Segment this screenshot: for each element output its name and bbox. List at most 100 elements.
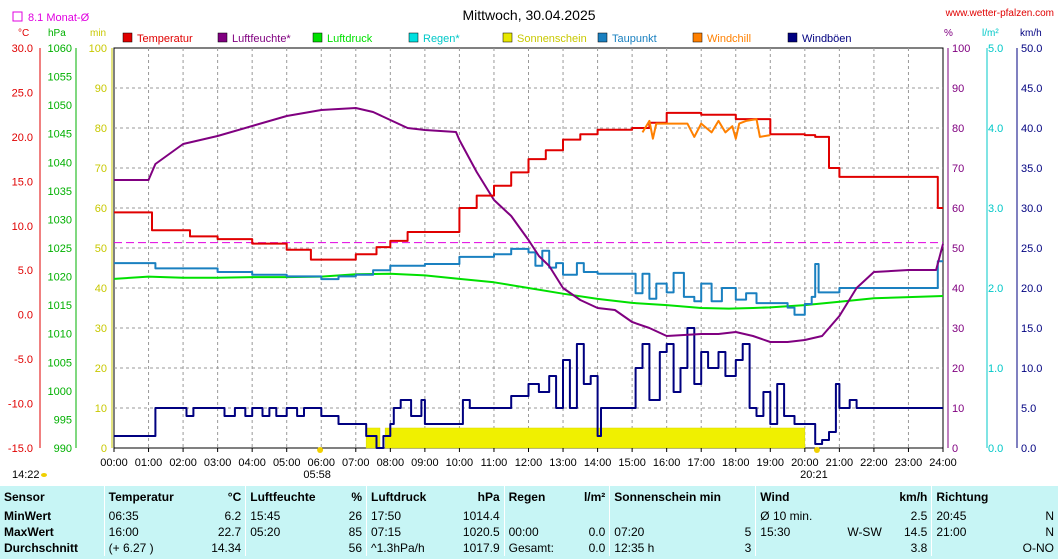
- wind-val: 3.8: [910, 541, 928, 555]
- sun-time: 07:20: [609, 524, 721, 540]
- hdr-wind-unit: km/h: [899, 490, 928, 504]
- rain-val: [572, 508, 610, 524]
- minutes-tick-label: 0: [101, 443, 107, 455]
- stats-panel: Sensor Temperatur °C Luftfeuchte % Luftd…: [0, 486, 1058, 559]
- temp-tick-label: 0.0: [18, 310, 33, 322]
- wind-tick-label: 10.0: [1021, 363, 1042, 375]
- dir-time: 21:00: [931, 524, 1009, 540]
- pressure-tick-label: 1015: [48, 300, 72, 312]
- time-tick-label: 20:00: [791, 457, 819, 469]
- rain-val: 0.0: [588, 541, 606, 555]
- hdr-temp: Temperatur: [103, 486, 198, 508]
- time-tick-label: 05:00: [273, 457, 301, 469]
- axes: 30.0 25.0 20.0 15.0 10.0 5.0 0.0 -5.0 -10.0 -15.0…: [8, 43, 1043, 469]
- temp-time: 06:35: [103, 508, 198, 524]
- wind-extra: [832, 508, 886, 524]
- row-label: MinWert: [4, 509, 52, 523]
- pressure-tick-label: 1040: [48, 157, 72, 169]
- percent-tick-label: 40: [952, 283, 964, 295]
- wind-extra: W-SW: [847, 525, 882, 539]
- sunrise-time: 05:58: [303, 469, 331, 481]
- pressure-tick-label: 1045: [48, 129, 72, 141]
- pressure-tick-label: 1005: [48, 357, 72, 369]
- sun-time: 12:35 h: [609, 540, 721, 556]
- sun-icon: [41, 473, 47, 477]
- temp-val: 6.2: [224, 509, 242, 523]
- percent-tick-label: 100: [952, 43, 970, 55]
- time-tick-label: 02:00: [169, 457, 197, 469]
- legend-swatch: [408, 32, 419, 43]
- legend-swatch: [312, 32, 323, 43]
- series-line: [114, 327, 943, 449]
- site-link[interactable]: www.wetter-pfalzen.com: [945, 8, 1054, 19]
- minutes-tick-label: 30: [95, 323, 107, 335]
- hdr-hum-unit: %: [351, 490, 362, 504]
- temp-tick-label: -10.0: [8, 399, 33, 411]
- hdr-dir-val: [1008, 486, 1058, 508]
- legend-swatch: [217, 32, 228, 43]
- dir-time: 20:45: [931, 508, 1009, 524]
- unit-temp: °C: [18, 28, 29, 39]
- stats-row-min: MinWert 06:35 6.2 15:45 26 17:50 1014.4 …: [0, 508, 1058, 524]
- pressure-tick-label: 1030: [48, 214, 72, 226]
- minutes-tick-label: 90: [95, 83, 107, 95]
- grid: [113, 47, 944, 449]
- pressure-tick-label: 1060: [48, 43, 72, 55]
- minutes-tick-label: 60: [95, 203, 107, 215]
- sun-val: [721, 508, 756, 524]
- legend-label: Taupunkt: [612, 33, 657, 45]
- sun-markers: 05:58 20:21 14:22: [12, 447, 828, 481]
- time-tick-label: 03:00: [204, 457, 232, 469]
- temp-tick-label: 30.0: [12, 43, 33, 55]
- temp-tick-label: 20.0: [12, 132, 33, 144]
- minutes-tick-label: 10: [95, 403, 107, 415]
- series-line: [113, 272, 944, 310]
- wind-tick-label: 30.0: [1021, 203, 1042, 215]
- time-tick-label: 07:00: [342, 457, 370, 469]
- percent-tick-label: 0: [952, 443, 958, 455]
- sun-val: 5: [744, 525, 752, 539]
- stats-table: Sensor Temperatur °C Luftfeuchte % Luftd…: [0, 486, 1058, 556]
- legend-label: Regen*: [423, 33, 460, 45]
- rain-tick-label: 3.0: [988, 203, 1003, 215]
- hum-val: 85: [348, 525, 362, 539]
- hum-time: 15:45: [245, 508, 339, 524]
- hum-time: [245, 540, 339, 556]
- hdr-sensor: Sensor: [4, 490, 45, 504]
- unit-rain: l/m²: [982, 28, 999, 39]
- wind-time: Ø 10 min.: [755, 508, 833, 524]
- hum-time: 05:20: [245, 524, 339, 540]
- hum-val: 56: [348, 541, 362, 555]
- temp-tick-label: -5.0: [14, 354, 33, 366]
- time-tick-label: 08:00: [377, 457, 405, 469]
- rain-tick-label: 2.0: [988, 283, 1003, 295]
- chart-title: Mittwoch, 30.04.2025: [462, 7, 595, 23]
- legend-label: Luftfeuchte*: [232, 33, 291, 45]
- hdr-wind: Wind: [755, 486, 886, 508]
- sunset-icon: [813, 447, 820, 453]
- percent-tick-label: 20: [952, 363, 964, 375]
- wind-tick-label: 35.0: [1021, 163, 1042, 175]
- legend-label: Temperatur: [137, 33, 193, 45]
- time-tick-label: 13:00: [549, 457, 577, 469]
- hdr-rain-unit: l/m²: [583, 490, 606, 504]
- wind-time: 15:30: [755, 524, 833, 540]
- hdr-hum: Luftfeuchte: [245, 486, 339, 508]
- press-time: 07:15: [366, 524, 448, 540]
- time-tick-label: 01:00: [135, 457, 163, 469]
- wind-tick-label: 15.0: [1021, 323, 1042, 335]
- temp-tick-label: 10.0: [12, 221, 33, 233]
- legend: Temperatur Luftfeuchte* Luftdruck Regen* Son…: [122, 32, 852, 45]
- minutes-tick-label: 20: [95, 363, 107, 375]
- wind-val: 2.5: [910, 509, 928, 523]
- percent-tick-label: 50: [952, 243, 964, 255]
- hdr-press-unit: hPa: [477, 490, 500, 504]
- pressure-tick-label: 1035: [48, 186, 72, 198]
- wind-tick-label: 5.0: [1021, 403, 1036, 415]
- minutes-tick-label: 50: [95, 243, 107, 255]
- legend-label: Windchill: [707, 33, 751, 45]
- pressure-tick-label: 1025: [48, 243, 72, 255]
- minutes-tick-label: 100: [89, 43, 107, 55]
- percent-tick-label: 70: [952, 163, 964, 175]
- temp-tick-label: 25.0: [12, 87, 33, 99]
